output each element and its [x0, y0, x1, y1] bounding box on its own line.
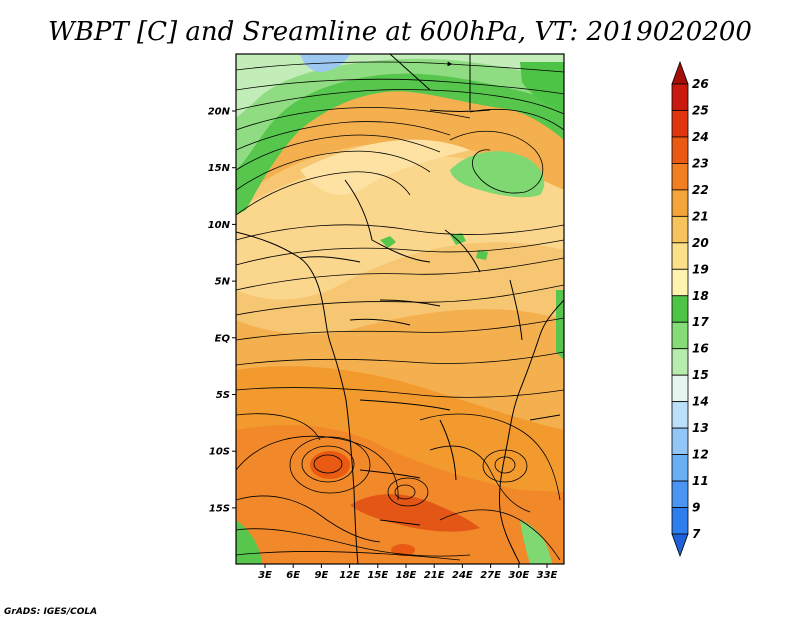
colorbar-box: [671, 480, 689, 508]
colorbar-level-label: 17: [692, 315, 709, 329]
lon-tick-label: 18E: [396, 570, 417, 581]
coastlines-borders: [236, 54, 564, 564]
colorbar: 26 25 24 23 22 21 20 19 18 17 16 15 14 13 12 11 9 7: [671, 60, 709, 558]
colorbar-bottom-triangle: [671, 533, 689, 558]
lat-tick-label: 5S: [216, 390, 230, 401]
lon-tick-label: 21E: [424, 570, 445, 581]
lon-tick-label: 33E: [537, 570, 558, 581]
colorbar-box: [671, 348, 689, 376]
colorbar-box: [671, 401, 689, 429]
colorbar-level-label: 21: [692, 209, 709, 223]
lat-tick-label: 10S: [209, 447, 230, 458]
lon-tick-label: 24E: [452, 570, 473, 581]
colorbar-level-label: 20: [692, 236, 709, 250]
colorbar-box: [671, 83, 689, 111]
colorbar-box: [671, 374, 689, 403]
lat-tick-label: 15N: [208, 163, 231, 174]
colorbar-level-label: 9: [692, 501, 700, 515]
wbpt-shading: [236, 54, 564, 564]
grads-credit: GrADS: IGES/COLA: [4, 607, 97, 617]
map-panel: 3E 6E 9E 12E 15E 18E 21E 24E 27E 30E 33E 20N 15N 10N…: [208, 53, 565, 581]
colorbar-level-label: 12: [692, 448, 709, 462]
map-frame: [235, 53, 565, 565]
lon-tick-label: 12E: [339, 570, 360, 581]
colorbar-level-label: 18: [692, 289, 709, 303]
lat-tick-label: EQ: [215, 333, 231, 344]
colorbar-box: [671, 268, 689, 297]
streamlines: [236, 61, 564, 561]
colorbar-box: [671, 507, 689, 535]
colorbar-box: [671, 136, 689, 164]
colorbar-level-label: 19: [692, 262, 709, 276]
lon-tick-label: 3E: [258, 570, 272, 581]
colorbar-level-label: 16: [692, 342, 709, 356]
colorbar-level-label: 25: [692, 103, 709, 117]
lat-tick-label: 10N: [208, 220, 231, 231]
colorbar-box: [671, 163, 689, 191]
lat-tick-label: 20N: [208, 107, 231, 118]
colorbar-top-triangle: [671, 60, 689, 85]
colorbar-level-label: 23: [692, 156, 709, 170]
lon-tick-label: 27E: [480, 570, 501, 581]
lon-tick-label: 30E: [508, 570, 529, 581]
colorbar-box: [671, 110, 689, 138]
colorbar-level-label: 15: [692, 368, 709, 382]
colorbar-box: [671, 295, 689, 323]
colorbar-box: [671, 321, 689, 350]
colorbar-level-label: 7: [692, 527, 701, 541]
colorbar-box: [671, 242, 689, 270]
colorbar-box: [671, 215, 689, 244]
colorbar-box: [671, 427, 689, 455]
colorbar-box: [671, 189, 689, 217]
lat-tick-label: 5N: [215, 277, 231, 288]
lon-tick-label: 9E: [315, 570, 329, 581]
lat-tick-label: 15S: [209, 503, 230, 514]
figure-title: WBPT [C] and Sreamline at 600hPa, VT: 20…: [48, 17, 752, 47]
colorbar-level-label: 14: [692, 395, 709, 409]
colorbar-level-label: 24: [692, 130, 709, 144]
colorbar-level-label: 11: [692, 474, 709, 488]
colorbar-level-label: 22: [692, 183, 709, 197]
lon-tick-label: 6E: [286, 570, 300, 581]
latitude-axis: 20N 15N 10N 5N EQ 5S 10S 15S: [208, 107, 236, 514]
colorbar-level-label: 26: [692, 77, 709, 91]
lon-tick-label: 15E: [367, 570, 388, 581]
colorbar-level-label: 13: [692, 421, 709, 435]
longitude-axis: 3E 6E 9E 12E 15E 18E 21E 24E 27E 30E 33E: [258, 564, 558, 581]
colorbar-box: [671, 454, 689, 482]
